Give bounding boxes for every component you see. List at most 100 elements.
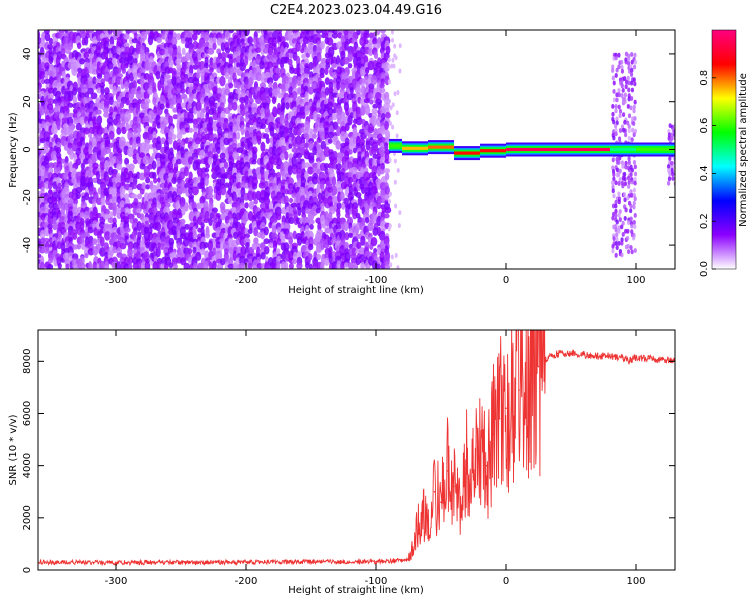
noise-cell (343, 220, 349, 232)
burst-cell (614, 227, 618, 233)
noise-cell (57, 262, 62, 269)
noise-cell (207, 47, 215, 55)
snr-point (524, 381, 527, 383)
noise-cell (348, 142, 356, 150)
noise-cell (64, 156, 69, 165)
noise-cell (390, 63, 394, 69)
noise-cell (220, 206, 226, 215)
noise-cell (379, 106, 386, 115)
noise-cell (347, 176, 354, 184)
noise-cell (95, 109, 102, 115)
noise-cell (268, 221, 273, 229)
noise-cell (187, 37, 193, 45)
noise-cell (275, 72, 281, 79)
burst-cell (614, 223, 618, 229)
noise-cell (384, 120, 389, 131)
burst-cell (612, 135, 616, 141)
noise-cell (133, 175, 138, 186)
noise-cell (395, 133, 399, 139)
noise-cell (51, 196, 58, 205)
noise-cell (384, 263, 391, 269)
noise-cell (396, 89, 400, 95)
snr-point (498, 417, 501, 420)
noise-cell (159, 243, 165, 251)
noise-cell (387, 79, 391, 85)
burst-cell (614, 199, 618, 205)
burst-cell (623, 216, 627, 221)
snr-point (648, 357, 650, 360)
noise-cell (320, 261, 325, 269)
noise-cell (297, 206, 302, 217)
burst-cell (617, 172, 621, 177)
noise-cell (164, 197, 169, 204)
noise-cell (68, 161, 73, 172)
noise-cell (99, 93, 106, 100)
noise-cell (254, 47, 262, 53)
noise-cell (244, 233, 251, 239)
burst-cell (629, 105, 633, 111)
noise-cell (87, 87, 94, 95)
noise-cell (78, 262, 86, 269)
noise-cell (379, 239, 386, 251)
noise-cell (232, 66, 237, 75)
burst-cell (612, 80, 616, 86)
noise-cell (147, 35, 154, 46)
noise-cell (288, 143, 293, 149)
noise-cell (379, 230, 386, 242)
burst-cell (632, 187, 636, 193)
burst-cell (632, 132, 636, 138)
noise-cell (315, 30, 322, 34)
noise-cell (176, 52, 183, 60)
noise-cell (192, 230, 197, 241)
noise-cell (332, 157, 338, 165)
noise-cell (212, 260, 217, 269)
noise-cell (131, 123, 139, 130)
noise-cell (252, 121, 257, 131)
burst-cell (624, 84, 628, 90)
noise-cell (112, 177, 118, 184)
noise-cell (109, 211, 114, 220)
noise-cell (200, 222, 205, 229)
noise-cell (188, 127, 194, 133)
burst-cell (626, 249, 631, 255)
noise-cell (291, 258, 297, 265)
noise-cell (240, 106, 246, 117)
noise-cell (156, 122, 161, 129)
noise-cell (204, 167, 210, 173)
burst-cell (633, 248, 637, 253)
burst-cell (614, 127, 618, 133)
noise-cell (44, 70, 49, 81)
noise-cell (180, 186, 187, 194)
noise-cell (320, 40, 326, 50)
noise-cell (394, 203, 398, 209)
burst-cell (617, 240, 621, 246)
noise-cell (235, 88, 242, 95)
burst-cell (620, 68, 625, 74)
burst-cell (611, 104, 615, 109)
noise-cell (227, 263, 235, 269)
noise-cell (288, 236, 294, 245)
noise-cell (339, 171, 345, 182)
noise-cell (336, 125, 341, 137)
noise-cell (107, 217, 114, 224)
noise-cell (103, 107, 110, 114)
noise-cell (379, 87, 386, 93)
noise-cell (372, 37, 378, 45)
burst-cell (617, 181, 621, 186)
colorbar-gradient (711, 29, 737, 270)
burst-cell (621, 231, 625, 237)
noise-cell (228, 55, 234, 67)
noise-cell (292, 141, 298, 149)
noise-cell (47, 162, 55, 169)
burst-cell (617, 199, 621, 205)
noise-cell (200, 96, 205, 105)
noise-cell (286, 189, 294, 195)
noise-cell (244, 228, 249, 234)
signal-band-segment (480, 149, 506, 153)
burst-cell (620, 224, 624, 230)
noise-cell (308, 243, 314, 251)
noise-cell (99, 127, 105, 134)
noise-cell (383, 194, 390, 200)
noise-cell (340, 260, 345, 269)
